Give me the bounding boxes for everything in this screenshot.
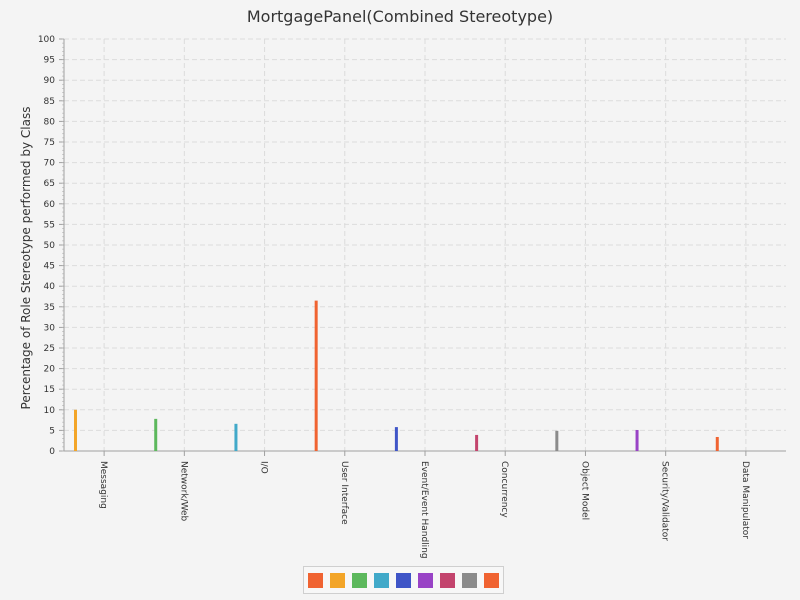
y-tick-label: 85 xyxy=(44,97,55,107)
legend-swatch-9 xyxy=(484,572,499,588)
legend-swatch-3 xyxy=(352,572,367,588)
x-tick-label: Data Manipulator xyxy=(740,461,750,539)
y-tick-label: 45 xyxy=(44,262,55,272)
x-tick-label: Security/Validator xyxy=(660,461,670,541)
bar-7 xyxy=(555,430,559,451)
legend-swatch-7 xyxy=(440,572,455,588)
y-tick-label: 60 xyxy=(44,200,56,210)
y-tick-label: 65 xyxy=(44,179,55,189)
x-tick-label: Object Model xyxy=(579,461,589,520)
legend-swatch-5 xyxy=(396,572,411,588)
y-tick-label: 40 xyxy=(44,282,56,292)
bar-4 xyxy=(314,300,318,451)
y-tick-label: 75 xyxy=(44,138,55,148)
y-tick-label: 100 xyxy=(38,35,55,45)
legend-swatch-1 xyxy=(308,572,323,588)
legend xyxy=(303,566,504,594)
y-tick-label: 30 xyxy=(44,323,56,333)
bar-8 xyxy=(635,429,639,451)
y-tick-label: 80 xyxy=(44,117,56,127)
y-tick-label: 70 xyxy=(44,159,56,169)
y-tick-label: 10 xyxy=(44,406,56,416)
legend-swatch-2 xyxy=(330,572,345,588)
y-tick-label: 55 xyxy=(44,220,55,230)
bar-6 xyxy=(475,434,479,451)
y-tick-label: 90 xyxy=(44,76,56,86)
y-tick-label: 5 xyxy=(49,426,55,436)
chart-title: MortgagePanel(Combined Stereotype) xyxy=(246,7,554,26)
x-tick-label: Messaging xyxy=(98,461,108,509)
x-tick-label: Event/Event Handling xyxy=(419,461,429,559)
x-tick-label: Concurrency xyxy=(499,461,509,518)
x-tick-label: Network/Web xyxy=(178,461,188,522)
y-tick-label: 15 xyxy=(44,385,55,395)
x-tick-label: User Interface xyxy=(339,461,349,525)
bar-9 xyxy=(715,436,719,451)
bar-1 xyxy=(74,409,77,451)
bar-5 xyxy=(394,427,398,451)
legend-swatch-4 xyxy=(374,572,389,588)
x-tick-label: I/O xyxy=(259,461,269,474)
bar-3 xyxy=(234,423,238,451)
y-tick-label: 35 xyxy=(44,303,55,313)
y-tick-label: 25 xyxy=(44,344,55,354)
bar-2 xyxy=(154,418,158,451)
legend-swatch-6 xyxy=(418,572,433,588)
y-tick-label: 50 xyxy=(44,241,56,251)
y-tick-label: 20 xyxy=(44,365,56,375)
y-tick-label: 95 xyxy=(44,56,55,66)
y-tick-label: 0 xyxy=(49,447,55,457)
legend-swatch-8 xyxy=(462,572,477,588)
